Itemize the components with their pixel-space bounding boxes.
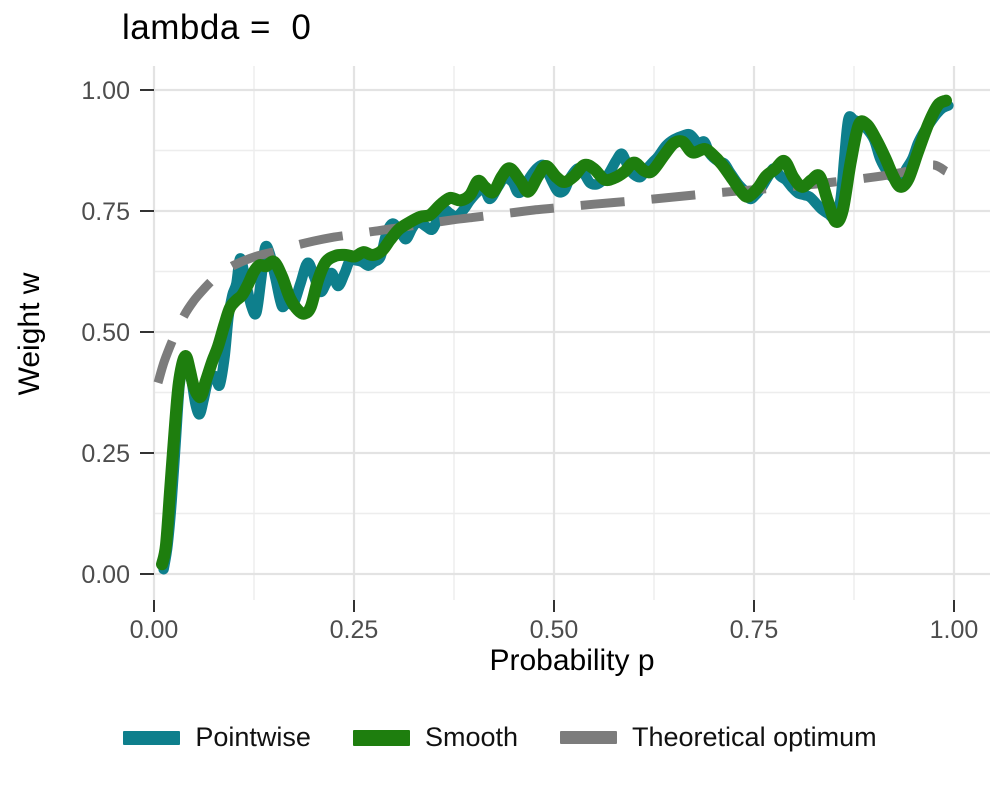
legend-item-smooth: Smooth xyxy=(352,722,518,753)
smooth-line xyxy=(156,94,952,571)
legend-key-swatch xyxy=(560,731,617,744)
legend: Pointwise Smooth Theoretical optimum xyxy=(0,722,1000,753)
x-tick-label: 0.25 xyxy=(330,616,379,644)
legend-key-swatch xyxy=(123,730,181,745)
x-tick-label: 1.00 xyxy=(930,616,979,644)
x-tick-label: 0.75 xyxy=(730,616,779,644)
legend-label: Pointwise xyxy=(195,722,311,752)
pointwise-line xyxy=(158,100,954,575)
x-tick-label: 0.00 xyxy=(130,616,179,644)
legend-item-theoretical-optimum: Theoretical optimum xyxy=(560,722,877,753)
y-tick-label: 0.25 xyxy=(81,440,130,468)
chart-title: lambda = 0 xyxy=(122,8,312,47)
x-axis-title: Probability p xyxy=(489,644,655,677)
y-axis-title: Weight w xyxy=(13,272,46,396)
y-tick-label: 0.00 xyxy=(81,561,130,589)
y-tick-label: 0.50 xyxy=(81,319,130,347)
plot-panel: 0.00 0.25 0.50 0.75 1.00 0.00 0.25 0.50 0.75 1.00 xyxy=(81,66,990,644)
legend-label: Theoretical optimum xyxy=(632,722,877,752)
y-tick-label: 1.00 xyxy=(81,77,130,105)
y-tick-label: 0.75 xyxy=(81,198,130,226)
x-tick-label: 0.50 xyxy=(530,616,579,644)
legend-item-pointwise: Pointwise xyxy=(123,722,311,753)
legend-label: Smooth xyxy=(424,722,518,752)
legend-key-swatch xyxy=(352,729,410,746)
